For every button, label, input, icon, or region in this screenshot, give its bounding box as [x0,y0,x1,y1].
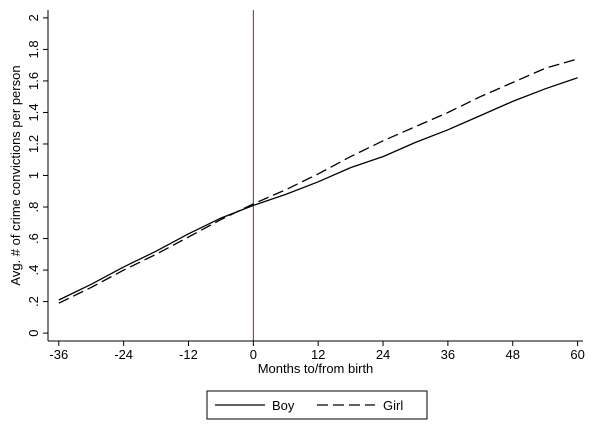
legend-label-girl: Girl [383,398,403,413]
x-tick-label-minus-36: -36 [49,347,68,362]
x-tick-label-48: 48 [506,347,520,362]
series-line-boy [58,77,578,301]
y-tick-label-1p4: 1.4 [26,103,41,121]
y-tick-label-1p2: 1.2 [26,135,41,153]
y-tick-label-1p8: 1.8 [26,40,41,58]
x-tick-label-24: 24 [376,347,390,362]
y-tick-label-1p6: 1.6 [26,72,41,90]
x-tick-label-minus-12: -12 [179,347,198,362]
y-tick-label-0: 0 [26,330,41,337]
y-tick-label-p6: .6 [26,233,41,244]
series-line-girl [58,58,578,304]
x-tick-label-60: 60 [570,347,584,362]
x-tick-label-36: 36 [441,347,455,362]
x-tick-label-minus-24: -24 [114,347,133,362]
y-axis-title: Avg. # of crime convictions per person [8,65,23,285]
y-tick-label-1: 1 [26,172,41,179]
y-tick-label-p2: .2 [26,296,41,307]
y-tick-label-2: 2 [26,14,41,21]
y-tick-label-p4: .4 [26,265,41,276]
x-tick-label-0: 0 [250,347,257,362]
x-axis-title: Months to/from birth [258,361,374,376]
legend: Boy Girl [206,390,428,420]
y-tick-label-p8: .8 [26,202,41,213]
x-tick-label-12: 12 [311,347,325,362]
legend-label-boy: Boy [272,398,295,413]
